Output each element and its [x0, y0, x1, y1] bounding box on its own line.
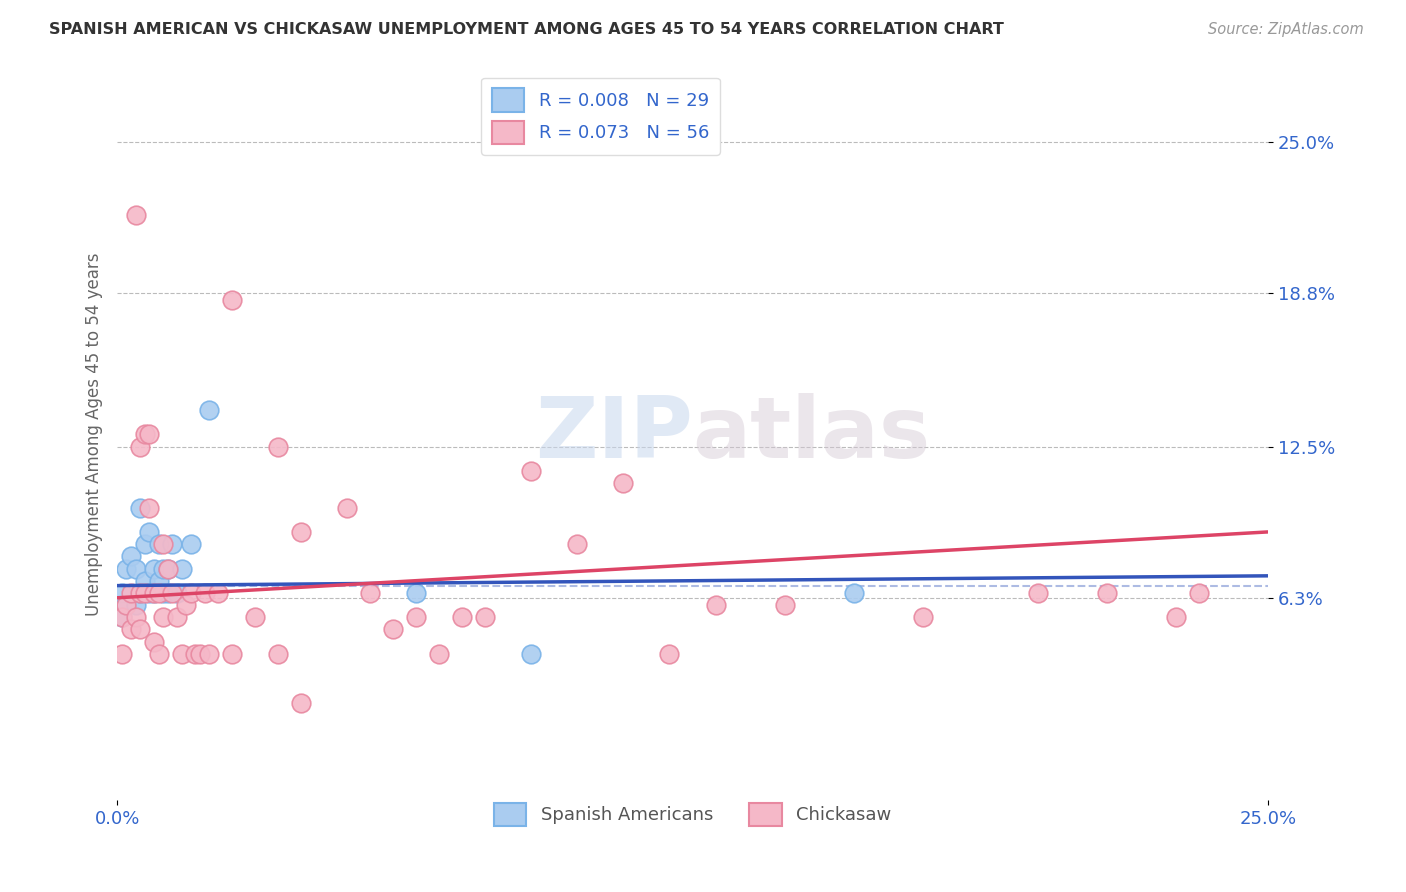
- Point: [134, 574, 156, 588]
- Point: [129, 586, 152, 600]
- Point: [174, 598, 197, 612]
- Point: [451, 610, 474, 624]
- Point: [290, 696, 312, 710]
- Point: [138, 427, 160, 442]
- Point: [911, 610, 934, 624]
- Point: [138, 524, 160, 539]
- Point: [111, 610, 134, 624]
- Point: [134, 586, 156, 600]
- Point: [267, 647, 290, 661]
- Legend: Spanish Americans, Chickasaw: Spanish Americans, Chickasaw: [485, 794, 900, 835]
- Point: [124, 598, 146, 612]
- Point: [267, 440, 290, 454]
- Point: [245, 610, 267, 624]
- Point: [427, 647, 450, 661]
- Point: [156, 586, 179, 600]
- Point: [194, 586, 217, 600]
- Point: [143, 634, 166, 648]
- Point: [129, 500, 152, 515]
- Point: [156, 561, 179, 575]
- Point: [1164, 610, 1187, 624]
- Point: [148, 647, 170, 661]
- Text: Source: ZipAtlas.com: Source: ZipAtlas.com: [1208, 22, 1364, 37]
- Point: [115, 561, 138, 575]
- Point: [138, 500, 160, 515]
- Point: [567, 537, 589, 551]
- Point: [1026, 586, 1049, 600]
- Point: [166, 610, 188, 624]
- Point: [184, 647, 207, 661]
- Point: [842, 586, 865, 600]
- Point: [658, 647, 681, 661]
- Point: [129, 586, 152, 600]
- Point: [382, 623, 405, 637]
- Point: [290, 524, 312, 539]
- Point: [148, 586, 170, 600]
- Text: SPANISH AMERICAN VS CHICKASAW UNEMPLOYMENT AMONG AGES 45 TO 54 YEARS CORRELATION: SPANISH AMERICAN VS CHICKASAW UNEMPLOYME…: [49, 22, 1004, 37]
- Point: [120, 549, 142, 564]
- Point: [520, 647, 543, 661]
- Point: [704, 598, 727, 612]
- Point: [336, 500, 359, 515]
- Point: [198, 403, 221, 417]
- Point: [162, 537, 184, 551]
- Point: [111, 647, 134, 661]
- Point: [148, 537, 170, 551]
- Point: [188, 647, 211, 661]
- Point: [115, 598, 138, 612]
- Point: [134, 537, 156, 551]
- Point: [474, 610, 496, 624]
- Point: [170, 647, 193, 661]
- Point: [143, 586, 166, 600]
- Point: [134, 427, 156, 442]
- Point: [129, 440, 152, 454]
- Point: [152, 561, 174, 575]
- Point: [124, 561, 146, 575]
- Point: [221, 647, 243, 661]
- Point: [1095, 586, 1118, 600]
- Point: [180, 586, 202, 600]
- Point: [143, 561, 166, 575]
- Point: [405, 586, 427, 600]
- Point: [520, 464, 543, 478]
- Point: [129, 623, 152, 637]
- Point: [221, 293, 243, 308]
- Point: [115, 598, 138, 612]
- Point: [162, 586, 184, 600]
- Point: [148, 574, 170, 588]
- Point: [111, 610, 134, 624]
- Point: [111, 586, 134, 600]
- Text: ZIP: ZIP: [534, 392, 693, 475]
- Point: [124, 208, 146, 222]
- Point: [180, 537, 202, 551]
- Point: [120, 586, 142, 600]
- Point: [1188, 586, 1211, 600]
- Point: [207, 586, 229, 600]
- Point: [170, 561, 193, 575]
- Point: [405, 610, 427, 624]
- Point: [773, 598, 796, 612]
- Point: [612, 476, 634, 491]
- Point: [359, 586, 381, 600]
- Point: [166, 586, 188, 600]
- Y-axis label: Unemployment Among Ages 45 to 54 years: Unemployment Among Ages 45 to 54 years: [86, 252, 103, 616]
- Point: [143, 586, 166, 600]
- Point: [138, 586, 160, 600]
- Point: [198, 647, 221, 661]
- Text: atlas: atlas: [693, 392, 931, 475]
- Point: [120, 623, 142, 637]
- Point: [124, 610, 146, 624]
- Point: [152, 537, 174, 551]
- Point: [156, 561, 179, 575]
- Point: [152, 586, 174, 600]
- Point: [152, 610, 174, 624]
